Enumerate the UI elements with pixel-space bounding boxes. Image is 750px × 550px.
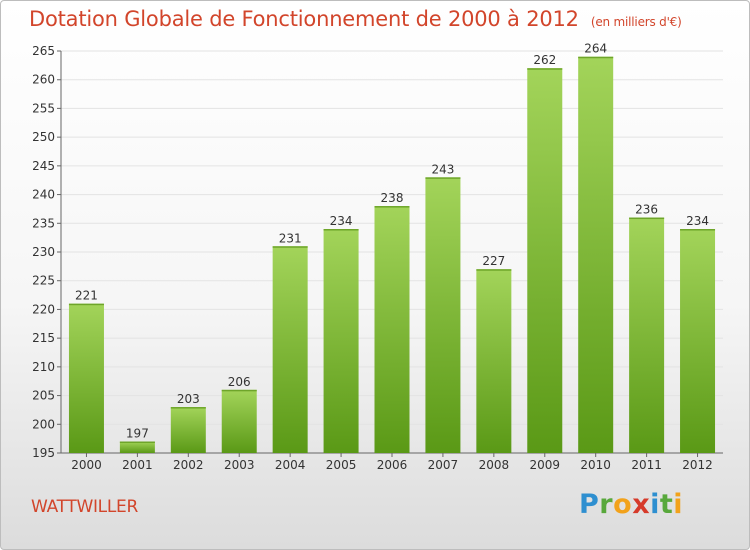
y-tick-label: 200 [32,417,55,431]
bar-value-label: 236 [635,203,658,217]
y-tick-label: 210 [32,360,55,374]
bar-cap-2010 [578,56,614,59]
y-tick-label: 255 [32,101,55,115]
bar-2003 [221,389,257,453]
bar-2002 [170,407,206,453]
bar-value-label: 264 [584,42,607,56]
bar-cap-2007 [425,177,461,179]
bar-cap-2009 [527,68,563,70]
bar-2011 [629,217,665,453]
chart-unit: (en milliers d'€) [590,15,682,29]
bar-2006 [374,206,410,453]
bar-2001 [119,441,155,453]
x-tick-label: 2011 [631,458,662,472]
x-tick-label: 2009 [529,458,560,472]
x-tick-label: 2004 [275,458,306,472]
x-tick-label: 2010 [580,458,611,472]
y-tick-label: 245 [32,159,55,173]
bar-cap-2000 [68,303,104,306]
x-tick-label: 2000 [71,458,102,472]
bar-2008 [476,269,512,453]
x-tick-label: 2008 [479,458,510,472]
bar-value-label: 262 [533,53,556,67]
commune-name: WATTWILLER [31,497,138,517]
bar-cap-2004 [272,246,308,248]
x-tick-label: 2002 [173,458,204,472]
bar-value-label: 234 [330,214,353,228]
y-tick-label: 195 [32,446,55,460]
bar-2009 [527,68,563,453]
bar-cap-2001 [119,441,155,444]
y-tick-label: 240 [32,188,55,202]
x-tick-label: 2006 [377,458,408,472]
bar-value-label: 206 [228,375,251,389]
y-tick-label: 225 [32,274,55,288]
bar-cap-2006 [374,206,410,208]
bar-cap-2012 [680,229,716,231]
bar-2012 [680,229,716,453]
bar-value-label: 234 [686,214,709,228]
bar-cap-2005 [323,229,359,231]
bar-value-label: 221 [75,289,98,303]
x-tick-label: 2005 [326,458,357,472]
x-tick-label: 2012 [682,458,713,472]
bar-2010 [578,56,614,453]
bar-value-label: 238 [381,191,404,205]
proxiti-logo[interactable]: Proxiti [579,489,684,520]
bar-value-label: 231 [279,231,302,245]
bar-2004 [272,246,308,453]
x-tick-label: 2007 [428,458,459,472]
chart-title-text: Dotation Globale de Fonctionnement de 20… [29,7,579,31]
bars [68,56,716,454]
bar-2005 [323,229,359,453]
x-tick-label: 2001 [122,458,153,472]
x-tick-label: 2003 [224,458,255,472]
bar-2007 [425,177,461,454]
bar-value-label: 243 [431,162,454,176]
y-tick-label: 250 [32,130,55,144]
bar-cap-2011 [629,217,665,220]
y-tick-label: 235 [32,216,55,230]
bar-cap-2008 [476,269,512,271]
y-tick-label: 205 [32,389,55,403]
y-tick-label: 215 [32,331,55,345]
bar-cap-2002 [170,407,206,409]
bar-value-label: 227 [482,254,505,268]
bar-cap-2003 [221,389,257,392]
bar-value-label: 197 [126,427,149,441]
y-tick-label: 265 [32,44,55,58]
bar-value-label: 203 [177,392,200,406]
y-tick-label: 260 [32,73,55,87]
chart-title: Dotation Globale de Fonctionnement de 20… [29,7,682,31]
bar-2000 [68,303,104,453]
y-tick-label: 220 [32,302,55,316]
y-tick-label: 230 [32,245,55,259]
labels: 195 200 205 210 215 220 225 230 235 240 245 250 255 2… [32,42,713,472]
